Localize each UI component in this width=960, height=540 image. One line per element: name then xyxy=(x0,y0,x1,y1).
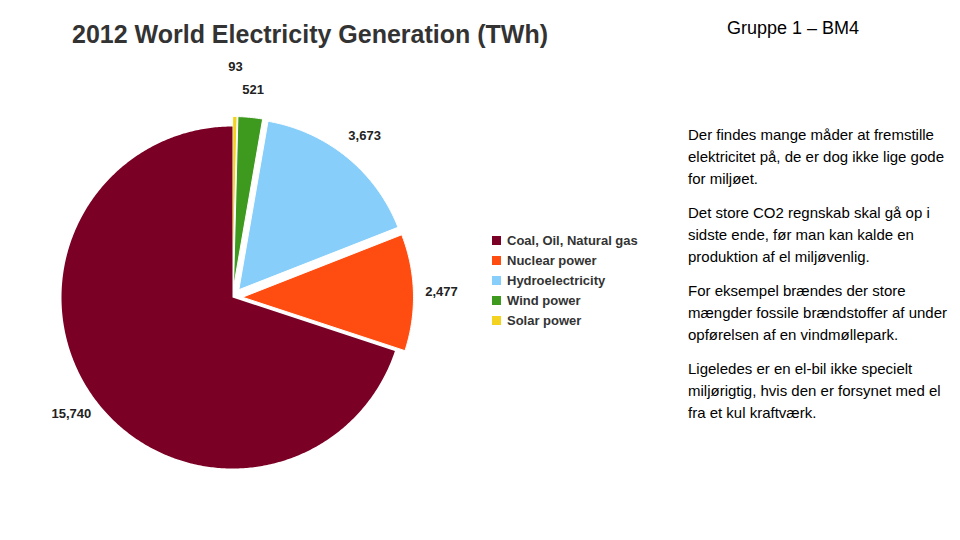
html-text:Gruppe 1 – BM4: Gruppe 1 – BM4 xyxy=(727,18,860,38)
html-text:Hydroelectricity: Hydroelectricity xyxy=(507,272,606,288)
svg-text:3,673: 3,673 xyxy=(348,128,381,143)
html-text:Nuclear power: Nuclear power xyxy=(507,252,597,268)
svg-text:93: 93 xyxy=(228,59,242,74)
html-text:Ligeledes er en el-bil ikke sp: Ligeledes er en el-bil ikke specielt mil… xyxy=(688,360,941,421)
html-text:2012 World Electricity Generat: 2012 World Electricity Generation (TWh) xyxy=(72,20,548,48)
svg-text:521: 521 xyxy=(242,82,264,97)
html-text:For eksempel brændes der store: For eksempel brændes der store mængder f… xyxy=(688,282,947,343)
html-text:Coal, Oil, Natural gas: Coal, Oil, Natural gas xyxy=(507,232,638,248)
svg-text:2,477: 2,477 xyxy=(425,284,458,299)
html-text:Der findes mange måder at frem: Der findes mange måder at fremstille ele… xyxy=(688,126,944,187)
html-text:Wind power: Wind power xyxy=(507,292,581,308)
html-text:Det store CO2 regnskab skal gå: Det store CO2 regnskab skal gå op i sids… xyxy=(688,204,930,265)
svg-text:15,740: 15,740 xyxy=(51,406,91,421)
html-text:Solar power: Solar power xyxy=(507,312,582,328)
